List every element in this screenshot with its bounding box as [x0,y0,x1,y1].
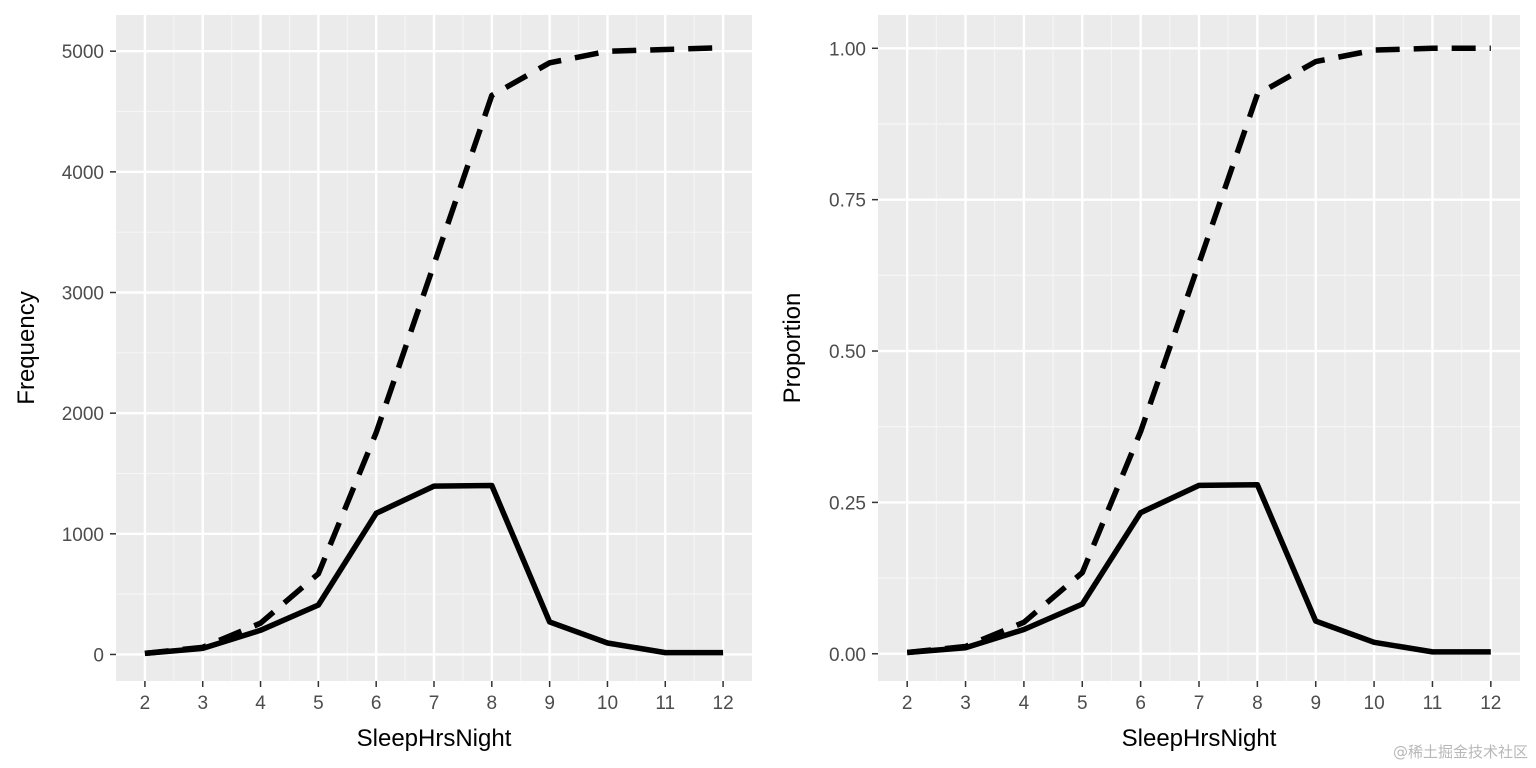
x-axis-title: SleepHrsNight [357,725,512,752]
x-tick-label: 4 [1019,693,1030,714]
y-tick-label: 1.00 [829,39,866,60]
x-tick-label: 3 [960,693,971,714]
y-tick-label: 5000 [62,42,104,63]
x-tick-label: 2 [902,693,913,714]
x-tick-label: 12 [1480,693,1501,714]
y-tick-label: 2000 [62,404,104,425]
x-tick-label: 7 [1194,693,1205,714]
proportion-chart: 2 3 4 5 6 7 8 9 10 11 12 0.00 0.25 0.50 0.75 1.00 SleepH… [779,15,1520,752]
x-tick-label: 11 [655,693,675,714]
x-tick-label: 5 [313,693,324,714]
x-tick-label: 10 [1364,693,1385,714]
frequency-chart: 2 3 4 5 6 7 8 9 10 11 12 0 1000 2000 3000 4000 5000 Sleep… [13,15,752,752]
y-tick-label: 0 [93,645,104,666]
x-tick-label: 11 [1423,693,1443,714]
x-tick-label: 4 [255,693,266,714]
x-tick-label: 8 [487,693,498,714]
x-tick-label: 9 [544,693,555,714]
x-tick-label: 2 [140,693,151,714]
x-axis-title: SleepHrsNight [1122,725,1277,752]
x-tick-label: 12 [713,693,734,714]
cumulative-line-series [906,45,1491,656]
x-tick-label: 9 [1310,693,1321,714]
x-tick-label: 7 [429,693,440,714]
cumulative-line-series [144,44,724,657]
y-tick-label: 0.75 [829,191,866,212]
x-tick-label: 3 [197,693,208,714]
y-tick-label: 0.25 [829,493,866,514]
y-axis-title: Frequency [13,291,40,404]
y-tick-label: 3000 [62,284,104,305]
y-tick-label: 4000 [62,163,104,184]
x-tick-label: 6 [371,693,382,714]
x-tick-label: 10 [597,693,618,714]
y-tick-label: 0.50 [829,342,866,363]
y-tick-label: 0.00 [829,645,866,666]
frequency-line-series [144,482,724,657]
x-tick-label: 5 [1077,693,1088,714]
x-tick-label: 8 [1252,693,1263,714]
x-tick-label: 6 [1135,693,1146,714]
frequency-line-series [906,482,1491,656]
y-axis-title: Proportion [779,293,806,404]
watermark: @稀土掘金技术社区 [1392,743,1528,761]
y-tick-label: 1000 [62,525,104,546]
